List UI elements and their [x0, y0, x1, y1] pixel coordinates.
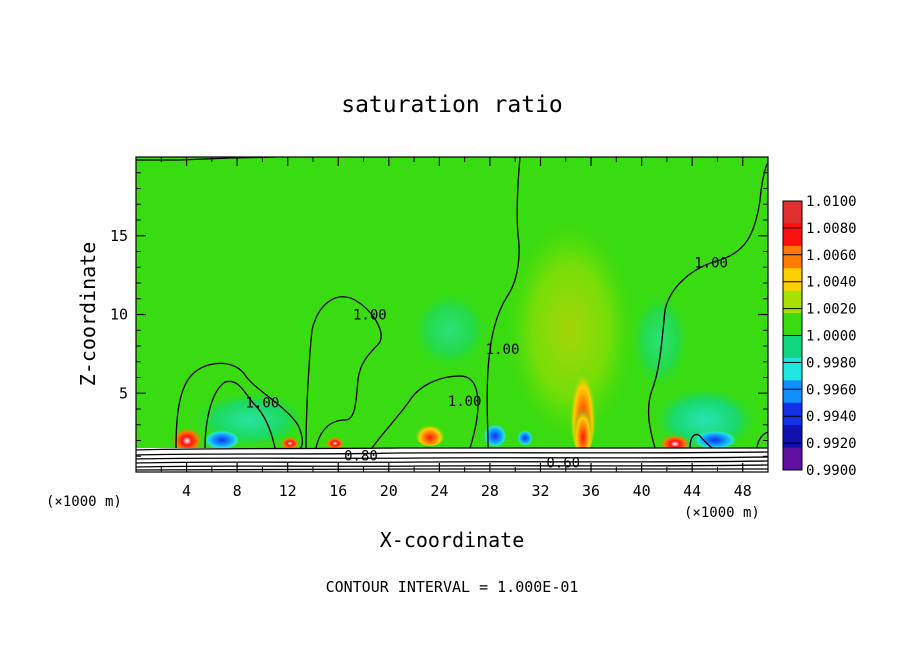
x-unit-left: (×1000 m) [46, 494, 122, 510]
field-patch [280, 435, 300, 449]
colorbar-swatch [783, 447, 802, 471]
contour-100-e [647, 161, 768, 449]
y-axis-label: Z-coordinate [76, 242, 100, 387]
field-patch [659, 432, 691, 452]
x-tick-label: 16 [329, 482, 347, 500]
colorbar-tick-label: 1.0000 [806, 329, 857, 345]
x-axis-label: X-coordinate [380, 528, 525, 552]
x-tick-label: 24 [430, 482, 448, 500]
contour-100-g [756, 431, 768, 449]
y-tick-label: 15 [110, 227, 128, 245]
contour-100-b [305, 296, 382, 449]
x-tick-label: 36 [582, 482, 600, 500]
contour-label: 1.00 [486, 342, 520, 358]
colorbar-tick-label: 1.0040 [806, 275, 857, 291]
contour-surface-3 [136, 456, 768, 460]
field-patch [325, 435, 345, 449]
field-patch [630, 290, 690, 390]
contour-100-a-inner [204, 380, 276, 449]
colorbar-tick-label: 1.0020 [806, 302, 857, 318]
y-tick-label: 5 [119, 384, 128, 402]
contour-100-f [689, 433, 713, 449]
contour-label: 1.00 [694, 256, 728, 272]
contour-label: 0.80 [344, 448, 378, 464]
field-patch [573, 395, 593, 455]
colorbar-tick-label: 0.9900 [806, 463, 857, 479]
heatmap-field [136, 157, 768, 472]
colorbar-tick-label: 0.9940 [806, 409, 857, 425]
contour-labels: 1.00 1.00 1.00 1.00 1.00 0.80 0.60 [246, 256, 728, 472]
colorbar-swatch [783, 201, 802, 224]
contour-surface-2 [136, 451, 768, 456]
x-tick-label: 12 [279, 482, 297, 500]
colorbar-swatch [783, 335, 802, 359]
colorbar-swatch [783, 425, 802, 449]
contour-interval-note: CONTOUR INTERVAL = 1.000E-01 [326, 578, 579, 596]
contour-surface-1 [136, 447, 768, 451]
colorbar-swatch [783, 223, 802, 247]
colorbar-swatch [783, 313, 802, 336]
field-patch [693, 430, 737, 450]
colorbar-tick-label: 0.9920 [806, 436, 857, 452]
x-tick-label: 4 [182, 482, 191, 500]
colorbar-swatch [783, 402, 802, 426]
contour-label: 1.00 [246, 396, 280, 412]
x-tick-label: 40 [633, 482, 651, 500]
x-tick-label: 20 [380, 482, 398, 500]
x-tick-label: 32 [531, 482, 549, 500]
colorbar-tick-label: 1.0100 [806, 194, 857, 210]
colorbar: 1.0100 1.0080 1.0060 1.0040 1.0020 1.0000 0.99… [782, 194, 857, 479]
y-axis-ticks: 5 10 15 [110, 172, 768, 457]
contour-lines [136, 157, 768, 471]
contour-surface-4 [136, 460, 768, 464]
x-unit-right: (×1000 m) [684, 505, 760, 521]
contour-label: 1.00 [448, 394, 482, 410]
field-patch [517, 430, 533, 446]
x-tick-label: 44 [683, 482, 701, 500]
field-patch [410, 290, 490, 370]
contour-100-c [371, 375, 479, 449]
colorbar-swatch [783, 380, 802, 404]
colorbar-swatch [783, 245, 802, 269]
y-tick-label: 10 [110, 306, 128, 324]
colorbar-tick-label: 0.9980 [806, 355, 857, 371]
chart-title: saturation ratio [341, 92, 563, 118]
field-patch [500, 210, 640, 450]
contour-label: 1.00 [353, 308, 387, 324]
colorbar-tick-label: 0.9960 [806, 382, 857, 398]
field-patch [204, 430, 240, 450]
colorbar-tick-label: 1.0060 [806, 248, 857, 264]
x-tick-label: 48 [734, 482, 752, 500]
colorbar-swatch [783, 357, 802, 381]
colorbar-swatch [783, 268, 802, 292]
colorbar-tick-label: 1.0080 [806, 221, 857, 237]
field-patch [414, 418, 446, 446]
contour-100-a [175, 362, 304, 449]
contour-surface-6 [136, 468, 768, 471]
field-lower-band [136, 448, 768, 472]
x-tick-label: 8 [233, 482, 242, 500]
contour-surface-5 [136, 464, 768, 468]
contour-label: 0.60 [546, 456, 580, 472]
field-patch [483, 424, 507, 448]
contour-100-d [486, 157, 521, 449]
field-patch [171, 424, 203, 452]
colorbar-swatch [783, 290, 802, 314]
x-axis-ticks: 4 8 12 16 20 24 28 32 36 40 44 48 [160, 157, 752, 500]
x-tick-label: 28 [481, 482, 499, 500]
